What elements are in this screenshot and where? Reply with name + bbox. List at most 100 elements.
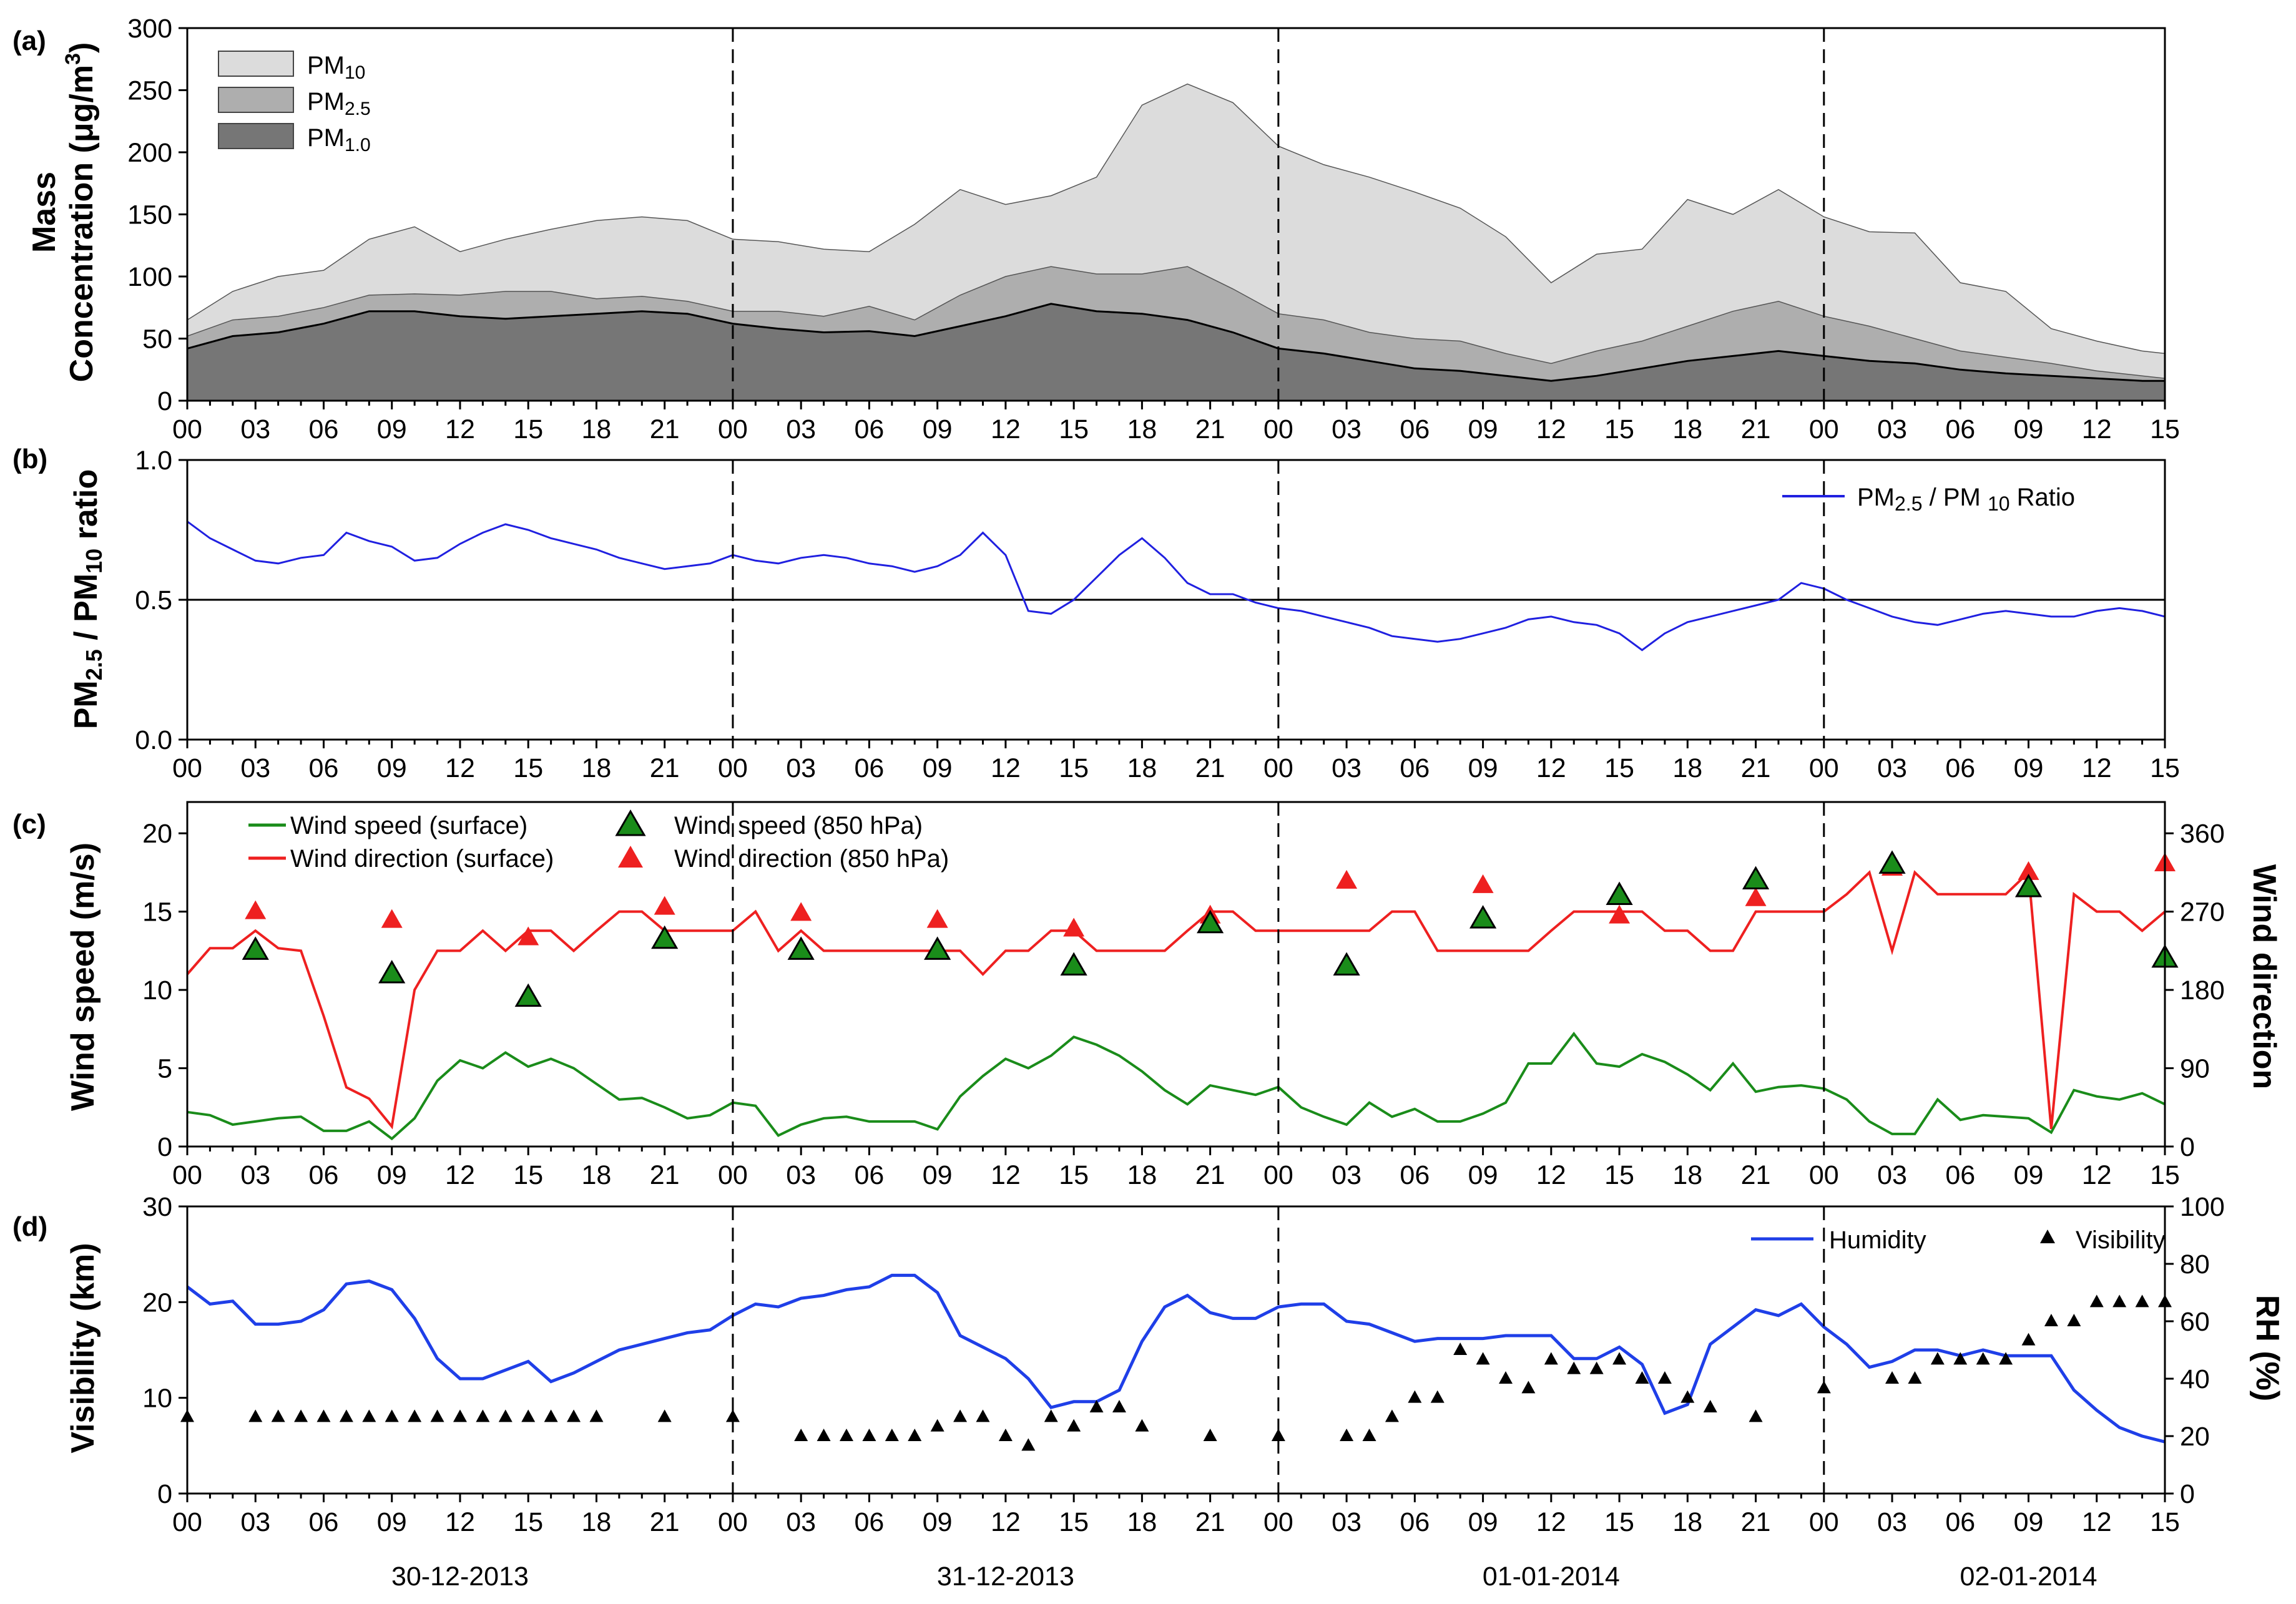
- x-tick-label: 15: [1059, 1160, 1089, 1190]
- visibility-marker: [1021, 1438, 1036, 1451]
- visibility-marker: [271, 1409, 285, 1422]
- y-tick-label-right: 20: [2180, 1422, 2210, 1452]
- y-tick-label: 0: [157, 386, 172, 416]
- y-tick-label-right: 360: [2180, 819, 2225, 849]
- x-tick-label: 09: [1468, 1160, 1498, 1190]
- x-tick-label: 03: [240, 1507, 270, 1537]
- x-tick-label: 03: [786, 753, 816, 783]
- panel-c-legend: Wind speed (surface) Wind direction (sur…: [248, 809, 949, 873]
- visibility-marker: [362, 1409, 376, 1422]
- visibility-marker: [2089, 1294, 2104, 1308]
- x-tick-label: 06: [309, 414, 339, 444]
- visibility-marker: [385, 1409, 399, 1422]
- visibility-marker: [885, 1429, 899, 1441]
- visibility-marker: [2021, 1333, 2036, 1346]
- visibility-marker: [1135, 1419, 1149, 1432]
- visibility-marker: [453, 1409, 467, 1422]
- x-tick-label: 09: [2014, 1507, 2044, 1537]
- visibility-marker: [1112, 1400, 1126, 1412]
- visibility-marker: [998, 1429, 1013, 1441]
- x-tick-label: 21: [1741, 414, 1771, 444]
- panel-b: (b) 0.0 0.5 1.0 00 03 06 09 12 15 18 21 00 03 06 09 12…: [12, 444, 2180, 783]
- visibility-marker: [498, 1409, 513, 1422]
- panel-a-ylabel-line2: Concentration (μg/m3): [61, 42, 100, 383]
- x-tick-label: 06: [854, 1160, 884, 1190]
- x-tick-label: 15: [1059, 1507, 1089, 1537]
- y-tick-label: 50: [142, 325, 172, 355]
- date-label: 31-12-2013: [937, 1562, 1074, 1592]
- panel-c-day-dividers: [732, 802, 1825, 1147]
- visibility-marker: [521, 1409, 536, 1422]
- panel-d-ylabel-right: RH (%): [2249, 1295, 2285, 1401]
- x-tick-label: 21: [650, 1160, 680, 1190]
- x-tick-label: 00: [172, 1507, 202, 1537]
- x-tick-label: 09: [2014, 753, 2044, 783]
- panel-a-day-dividers: [732, 28, 1825, 401]
- x-tick-label: 12: [1536, 1160, 1566, 1190]
- wind-speed-850-marker: [242, 936, 269, 960]
- visibility-marker: [2135, 1294, 2149, 1308]
- legend-marker-visibility: [2040, 1230, 2055, 1243]
- visibility-marker: [1544, 1352, 1558, 1365]
- panel-d-legend: Humidity Visibility: [1751, 1226, 2166, 1254]
- x-tick-label: 00: [1263, 1507, 1293, 1537]
- y-tick-label-right: 60: [2180, 1307, 2210, 1337]
- visibility-marker: [930, 1419, 944, 1432]
- x-tick-label: 03: [1877, 1507, 1907, 1537]
- visibility-marker: [1408, 1390, 1422, 1403]
- panel-c-markers: [242, 850, 2179, 1007]
- x-tick-label: 12: [2082, 1160, 2112, 1190]
- x-tick-label: 12: [2082, 1507, 2112, 1537]
- x-tick-label: 12: [445, 1507, 475, 1537]
- x-tick-label: 00: [1263, 753, 1293, 783]
- x-tick-label: 15: [1604, 753, 1634, 783]
- visibility-marker: [2067, 1314, 2081, 1326]
- panel-b-x-axis: 00 03 06 09 12 15 18 21 00 03 06 09 12 15 18 21 00 03 06 09…: [172, 740, 2180, 783]
- date-label: 01-01-2014: [1483, 1562, 1620, 1592]
- y-tick-label: 100: [127, 262, 172, 292]
- legend-marker-wind-direction-850: [618, 846, 643, 868]
- y-tick-label: 0: [157, 1132, 172, 1162]
- x-tick-label: 09: [923, 753, 953, 783]
- x-tick-label: 06: [854, 414, 884, 444]
- x-tick-label: 21: [650, 753, 680, 783]
- x-tick-label: 15: [1604, 1507, 1634, 1537]
- x-tick-label: 06: [1945, 414, 1975, 444]
- y-tick-label-right: 0: [2180, 1132, 2195, 1162]
- y-tick-label: 5: [157, 1054, 172, 1084]
- visibility-marker: [316, 1409, 331, 1422]
- x-tick-label: 18: [582, 1160, 612, 1190]
- x-tick-label: 03: [240, 753, 270, 783]
- panel-d-y-axis-right: 0 20 40 60 80 100: [2165, 1192, 2225, 1509]
- legend-swatch-pm10: [218, 51, 294, 77]
- panel-a-x-axis: 00 03 06 09 12 15 18 21 00 03 06 09 12 15 18 21 00 03 06 09…: [172, 401, 2180, 444]
- x-tick-label: 12: [991, 753, 1021, 783]
- wind-direction-surface-line: [186, 869, 2166, 1130]
- x-tick-label: 03: [1877, 753, 1907, 783]
- visibility-marker: [1930, 1352, 1945, 1365]
- y-tick-label: 1.0: [135, 446, 172, 476]
- ratio-line: [187, 521, 2166, 652]
- visibility-marker: [1635, 1371, 1649, 1384]
- x-tick-label: 18: [1672, 1507, 1702, 1537]
- panel-c-x-axis: 00 03 06 09 12 15 18 21 00 03 06 09 12 15 18 21 00 03 06 09…: [172, 1147, 2180, 1190]
- x-tick-label: 12: [445, 753, 475, 783]
- x-tick-label: 09: [2014, 414, 2044, 444]
- legend-marker-wind-speed-850: [615, 809, 646, 836]
- y-tick-label: 150: [127, 200, 172, 230]
- visibility-marker: [2044, 1314, 2058, 1326]
- x-tick-label: 06: [854, 1507, 884, 1537]
- visibility-marker: [1680, 1390, 1695, 1403]
- legend-label-wind-speed-850: Wind speed (850 hPa): [674, 812, 923, 839]
- wind-direction-850-marker: [2018, 861, 2039, 880]
- x-tick-label: 00: [1263, 1160, 1293, 1190]
- y-tick-label: 0.5: [135, 585, 172, 615]
- wind-direction-850-marker: [381, 909, 403, 928]
- x-tick-label: 21: [650, 414, 680, 444]
- legend-label-pm25: PM2.5: [307, 88, 371, 119]
- visibility-marker: [567, 1409, 581, 1422]
- panel-d-frame: [186, 1205, 2166, 1495]
- wind-speed-850-marker: [787, 936, 815, 960]
- x-tick-label: 15: [2150, 753, 2180, 783]
